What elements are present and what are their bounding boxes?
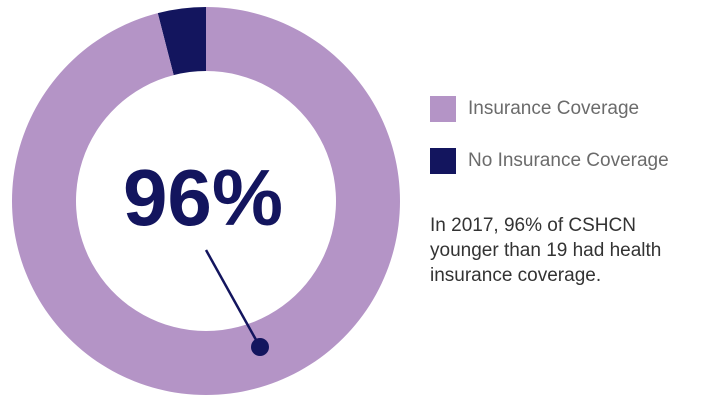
legend-label-no-insurance-coverage: No Insurance Coverage: [468, 150, 669, 171]
donut-chart: 96%: [11, 7, 400, 396]
annotation-text: In 2017, 96% of CSHCN younger than 19 ha…: [430, 213, 700, 288]
center-label: 96%: [123, 153, 283, 242]
legend-swatch-insurance-coverage: [430, 96, 456, 122]
annotation-line-3: insurance coverage.: [430, 265, 602, 286]
annotation-line-2: younger than 19 had health: [430, 240, 662, 261]
donut-slice-insurance-coverage: [11, 7, 400, 396]
legend: Insurance Coverage No Insurance Coverage: [430, 94, 669, 198]
legend-swatch-no-insurance-coverage: [430, 148, 456, 174]
pointer-dot: [251, 338, 269, 356]
donut-slices: [11, 7, 400, 396]
pointer-line: [204, 249, 262, 348]
legend-label-insurance-coverage: Insurance Coverage: [468, 98, 640, 119]
legend-item-insurance-coverage: Insurance Coverage: [430, 94, 669, 124]
donut-slice-no-insurance-coverage: [157, 7, 206, 76]
annotation-line-1: In 2017, 96% of CSHCN: [430, 215, 636, 236]
legend-item-no-insurance-coverage: No Insurance Coverage: [430, 146, 669, 176]
